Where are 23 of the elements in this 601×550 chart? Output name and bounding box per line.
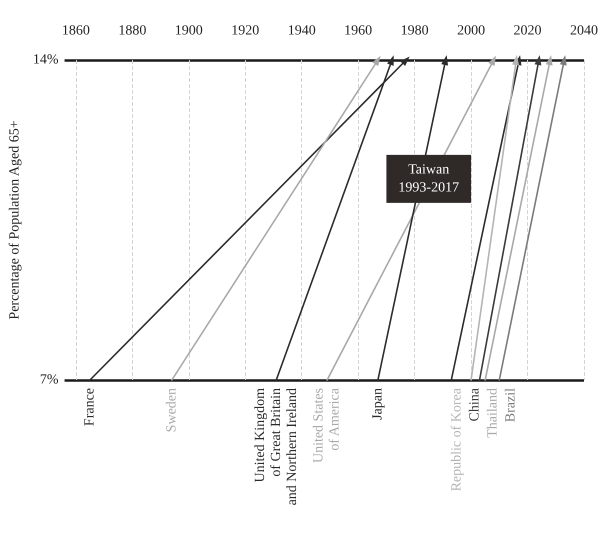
text: Japan <box>370 388 386 420</box>
x-tick-label: 1900 <box>174 24 203 38</box>
x-tick-label: 1940 <box>288 24 316 38</box>
x-tick-label: 2000 <box>457 24 486 38</box>
text: Thailand <box>485 388 500 438</box>
text: Brazil <box>503 388 518 422</box>
x-tick-label: 1960 <box>344 24 372 38</box>
x-tick-label: 1880 <box>118 24 146 38</box>
y-tick-label: 14% <box>32 52 59 68</box>
text: China <box>467 387 482 422</box>
text: Republic of Korea <box>449 387 464 492</box>
x-tick-label: 2040 <box>570 24 598 38</box>
x-tick-label: 1860 <box>62 24 90 38</box>
text: United States of America <box>312 387 343 464</box>
y-tick-label: 7% <box>40 372 59 388</box>
x-tick-label: 1980 <box>400 24 429 38</box>
x-tick-label: 1920 <box>231 24 260 38</box>
text: Sweden <box>164 388 180 432</box>
y-axis-title: Percentage of Population Aged 65+ <box>8 120 22 320</box>
text: France <box>82 388 98 426</box>
x-tick-label: 2020 <box>514 24 542 38</box>
annotation: Taiwan 1993-2017 <box>398 162 460 196</box>
text: United Kingdom of Great Britain and Northern Ireland <box>252 388 300 506</box>
